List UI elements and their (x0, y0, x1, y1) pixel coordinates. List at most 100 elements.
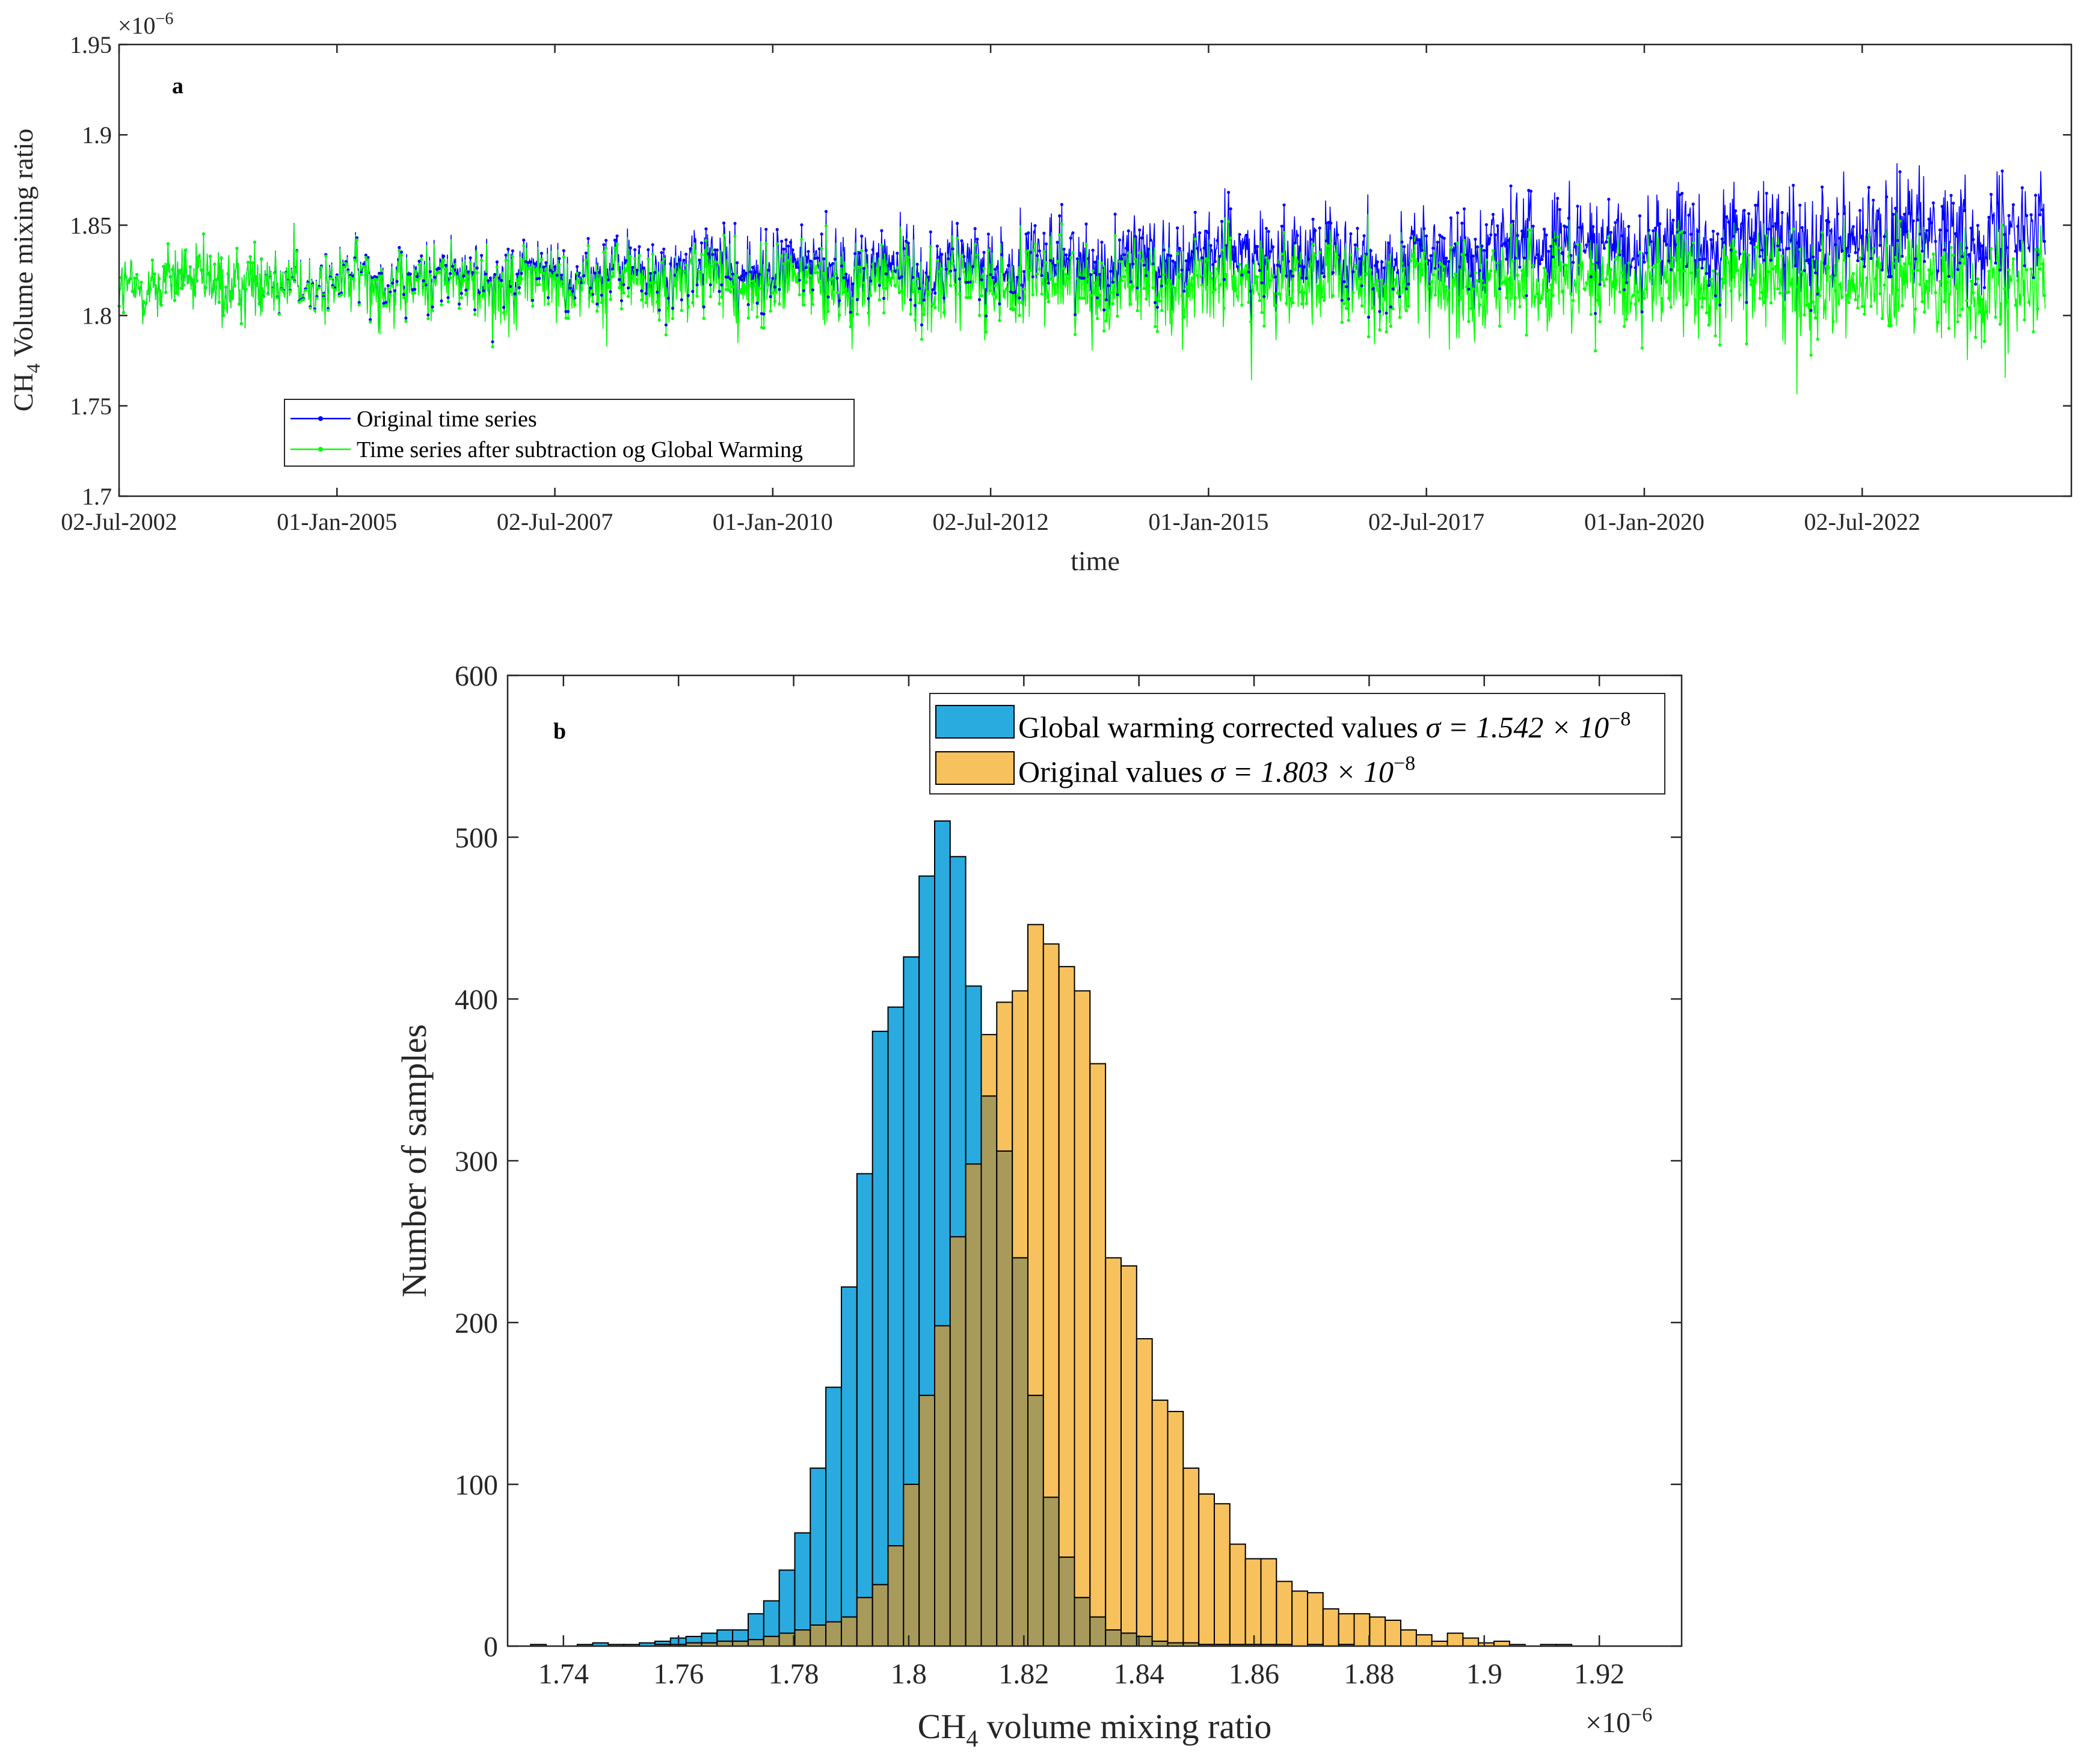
corrected-series-point (297, 300, 301, 304)
corrected-series-point (484, 277, 488, 281)
corrected-series-point (991, 292, 995, 296)
corrected-series-point (1320, 295, 1324, 299)
original-series-point (562, 249, 565, 253)
corrected-series-point (1883, 283, 1886, 287)
corrected-series-point (629, 254, 632, 258)
corrected-series-point (1487, 278, 1490, 281)
original-series-point (542, 265, 546, 269)
corrected-series-point (1660, 297, 1664, 301)
corrected-hist-bar (841, 1286, 858, 1618)
original-series-point (1956, 268, 1960, 271)
corrected-series-point (1169, 279, 1173, 283)
corrected-series-point (1549, 283, 1553, 287)
original-series-point (1998, 268, 2002, 272)
original-series-point (1320, 271, 1324, 275)
original-series-point (1447, 260, 1451, 263)
original-series-point (1585, 243, 1588, 247)
corrected-series-point (1934, 290, 1937, 295)
original-series-point (689, 247, 692, 251)
corrected-series-point (1120, 279, 1123, 283)
corrected-series-point (302, 298, 306, 301)
corrected-series-point (611, 275, 615, 278)
original-series-point (1738, 252, 1742, 256)
original-series-point (1787, 247, 1790, 250)
corrected-series-point (1867, 233, 1870, 237)
original-hist-bar (1446, 1632, 1464, 1647)
original-series-point (1374, 264, 1377, 268)
corrected-series-point (1425, 259, 1428, 263)
corrected-series-point (1627, 261, 1631, 265)
corrected-series-point (137, 286, 141, 290)
original-series-point (905, 239, 908, 243)
corrected-series-point (1066, 276, 1071, 280)
corrected-series-point (1967, 306, 1971, 310)
overlap-hist-bar (1042, 1496, 1060, 1647)
original-series-point (2036, 253, 2039, 257)
original-series-point (500, 278, 503, 282)
original-series-point (1880, 268, 1884, 272)
corrected-series-point (2014, 304, 2017, 307)
corrected-series-point (657, 318, 661, 322)
corrected-series-point (736, 274, 739, 277)
original-series-point (769, 295, 772, 298)
original-series-point (420, 254, 423, 258)
original-series-point (1149, 238, 1152, 242)
corrected-series-point (522, 244, 526, 248)
original-hist-bar (1369, 1616, 1386, 1647)
original-series-point (648, 272, 653, 275)
corrected-series-point (1960, 307, 1964, 311)
corrected-series-point (201, 232, 206, 236)
corrected-series-point (1447, 289, 1451, 292)
original-series-point (1102, 308, 1106, 312)
corrected-series-point (340, 293, 343, 297)
corrected-series-point (648, 281, 653, 284)
original-series-point (1138, 228, 1142, 232)
corrected-series-point (798, 293, 801, 297)
corrected-series-point (1809, 353, 1813, 357)
corrected-series-point (1531, 263, 1535, 267)
original-series-point (539, 251, 544, 255)
original-hist-bar (1322, 1608, 1339, 1647)
original-hist-bar (1198, 1493, 1215, 1646)
corrected-series-point (971, 280, 975, 284)
corrected-series-point (773, 300, 777, 303)
corrected-series-point (1240, 303, 1244, 307)
original-series-point (1687, 214, 1691, 217)
original-series-point (931, 288, 935, 292)
original-series-point (702, 305, 705, 309)
overlap-hist-bar (794, 1629, 811, 1647)
corrected-series-point (1520, 269, 1524, 272)
original-series-point (840, 264, 843, 268)
corrected-series-point (1776, 287, 1780, 290)
original-series-point (835, 276, 839, 280)
original-series-point (597, 271, 601, 274)
original-series-point (1647, 229, 1650, 232)
original-series-point (2011, 203, 2015, 206)
corrected-hist-bar (748, 1613, 764, 1641)
corrected-series-point (1607, 235, 1611, 238)
overlap-hist-bar (996, 1150, 1013, 1647)
original-series-point (582, 274, 586, 278)
original-series-point (1362, 234, 1366, 238)
original-series-point (771, 277, 775, 280)
legend-marker-original (318, 416, 323, 421)
corrected-series-point (424, 287, 428, 290)
corrected-series-point (1371, 306, 1375, 310)
original-series-point (1549, 245, 1553, 248)
original-series-point (1029, 251, 1033, 254)
corrected-series-point (1336, 256, 1339, 259)
corrected-series-point (656, 300, 659, 304)
original-series-point (971, 265, 975, 268)
corrected-series-point (1484, 258, 1488, 262)
corrected-series-point (1667, 297, 1671, 300)
corrected-series-point (168, 275, 172, 278)
original-series-point (1058, 214, 1062, 218)
panel-b-x-tick-label: 1.78 (769, 1658, 819, 1690)
original-series-point (882, 297, 886, 300)
original-series-point (831, 262, 835, 265)
corrected-series-point (867, 311, 870, 315)
corrected-series-point (1404, 309, 1408, 313)
corrected-series-point (1056, 259, 1059, 263)
original-series-point (1075, 257, 1079, 260)
